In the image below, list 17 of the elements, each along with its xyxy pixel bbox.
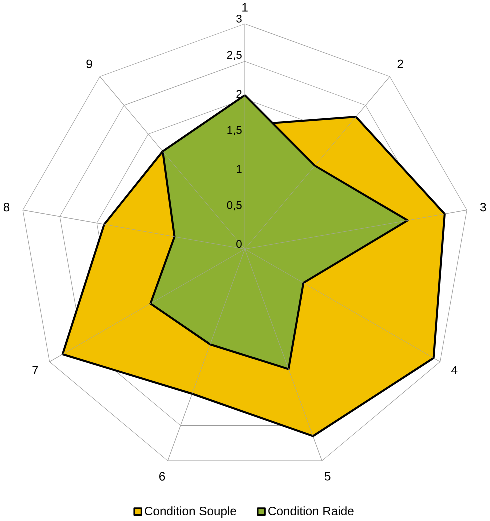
- spoke-label: 1: [242, 3, 248, 12]
- spoke-label: 6: [159, 472, 166, 481]
- legend-label: Condition Raide: [268, 506, 354, 516]
- spoke-label: 5: [324, 472, 331, 481]
- spoke-label: 3: [480, 203, 486, 212]
- spoke-label: 7: [32, 366, 38, 374]
- y-tick-label: 0: [236, 240, 242, 248]
- legend-label: Condition Souple: [145, 506, 236, 518]
- spoke-label: 4: [451, 366, 458, 374]
- y-tick-label: 1: [236, 165, 242, 174]
- y-tick-label: 0,5: [227, 201, 242, 211]
- y-tick-label: 2,5: [227, 51, 242, 60]
- spoke-label: 2: [398, 60, 404, 68]
- y-tick-label: 1,5: [228, 126, 242, 136]
- y-tick-label: 3: [236, 14, 242, 23]
- spoke-label: 9: [86, 60, 92, 68]
- spoke-label: 8: [4, 203, 10, 212]
